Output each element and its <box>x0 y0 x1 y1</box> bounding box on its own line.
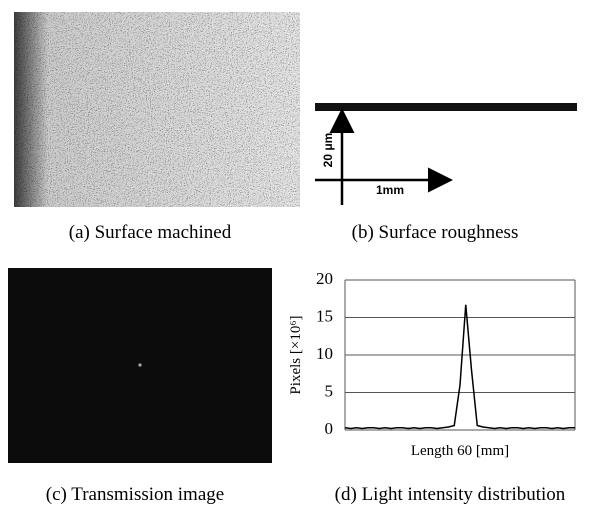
scale-label: 1mm <box>376 183 404 197</box>
y-tick-label: 20 <box>316 269 333 288</box>
caption: (c) Transmission image <box>46 484 224 505</box>
chart: Pixels [×10⁶] Length 60 [mm] 0 5 10 15 20 <box>288 269 576 459</box>
caption: (a) Surface machined <box>69 222 232 243</box>
caption: (d) Light intensity distribution <box>335 484 566 505</box>
roughness-profile <box>315 103 577 111</box>
image-shading <box>14 12 300 207</box>
y-tick-label: 5 <box>325 381 334 400</box>
y-axis-label: Pixels [×10⁶] <box>288 315 304 394</box>
y-tick-label: 15 <box>316 306 333 325</box>
y-tick-label: 0 <box>325 419 334 438</box>
scale-label: 20 μm <box>321 133 335 168</box>
data-line <box>344 304 575 430</box>
light-spot <box>138 363 142 367</box>
caption: (b) Surface roughness <box>352 222 519 243</box>
x-axis-label: Length 60 [mm] <box>411 443 509 459</box>
y-tick-label: 10 <box>316 344 333 363</box>
